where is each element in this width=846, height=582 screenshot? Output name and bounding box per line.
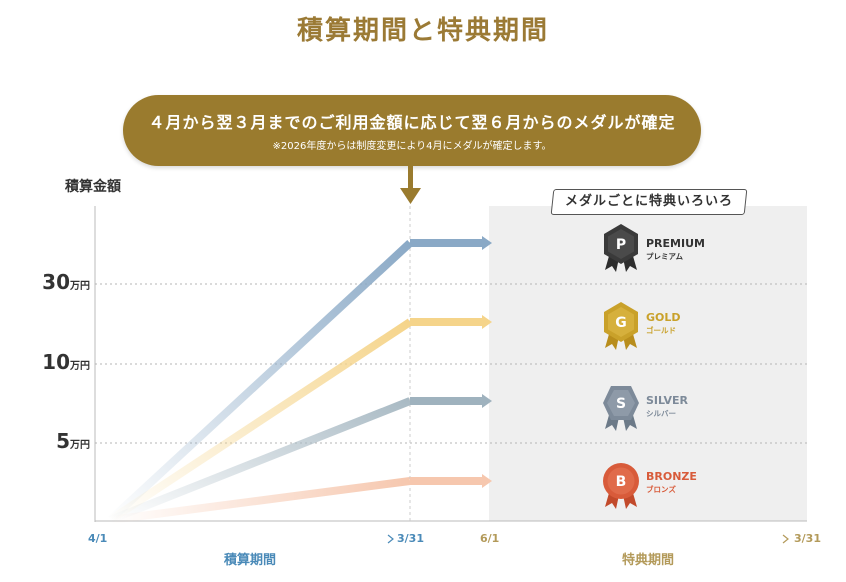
benefit-timeline <box>506 534 789 544</box>
benefit-start-date: 6/1 <box>480 532 500 545</box>
silver-medal-name: SILVER <box>646 394 689 407</box>
bronze-medal-letter: B <box>616 474 627 490</box>
accumulation-start-date: 4/1 <box>88 532 108 545</box>
bronze-medal-sub: ブロンズ <box>646 485 676 494</box>
accumulation-end-date: 3/31 <box>397 532 424 545</box>
silver-medal-sub: シルバー <box>646 409 676 418</box>
bronze-medal-name: BRONZE <box>646 470 697 483</box>
banner-main-text: ４月から翌３月までのご利用金額に応じて翌６月からのメダルが確定 <box>148 113 676 132</box>
gold-medal-icon: G <box>604 302 638 350</box>
y-tick-30: 30万円 <box>28 270 90 294</box>
accumulation-timeline <box>116 534 394 544</box>
y-tick-unit: 万円 <box>70 440 90 451</box>
premium-medal-sub: プレミアム <box>646 252 683 261</box>
premium-medal-letter: P <box>616 237 626 253</box>
y-tick-unit: 万円 <box>70 361 90 372</box>
gold-path <box>107 315 492 524</box>
banner-note-text: ※2026年度からは制度変更により4月にメダルが確定します。 <box>272 141 552 152</box>
gold-medal-name: GOLD <box>646 311 681 324</box>
y-tick-10: 10万円 <box>28 350 90 374</box>
gold-medal-sub: ゴールド <box>646 326 676 335</box>
accumulation-period-label: 積算期間 <box>223 553 276 568</box>
premium-medal-name: PREMIUM <box>646 237 705 250</box>
y-axis-label: 積算金額 <box>65 179 121 195</box>
benefit-period-label: 特典期間 <box>621 553 674 568</box>
premium-medal-icon: P <box>604 224 638 272</box>
silver-medal-letter: S <box>616 396 626 412</box>
page-title: 積算期間と特典期間 <box>296 16 549 46</box>
silver-path <box>108 394 492 524</box>
gold-medal-letter: G <box>615 315 627 331</box>
y-tick-value: 5 <box>56 429 70 453</box>
down-arrow-icon <box>400 166 421 204</box>
silver-medal-icon: S <box>603 386 639 431</box>
benefit-end-date: 3/31 <box>794 532 821 545</box>
premium-path <box>107 236 492 523</box>
y-tick-unit: 万円 <box>70 281 90 292</box>
y-tick-value: 30 <box>42 270 70 294</box>
bronze-path <box>109 474 492 524</box>
benefit-tag-label: メダルごとに特典いろいろ <box>565 194 734 209</box>
info-banner: ４月から翌３月までのご利用金額に応じて翌６月からのメダルが確定 ※2026年度か… <box>123 95 701 166</box>
benefit-tag: メダルごとに特典いろいろ <box>550 189 748 215</box>
y-tick-value: 10 <box>42 350 70 374</box>
y-tick-5: 5万円 <box>28 429 90 453</box>
bronze-medal-icon: B <box>603 463 639 509</box>
